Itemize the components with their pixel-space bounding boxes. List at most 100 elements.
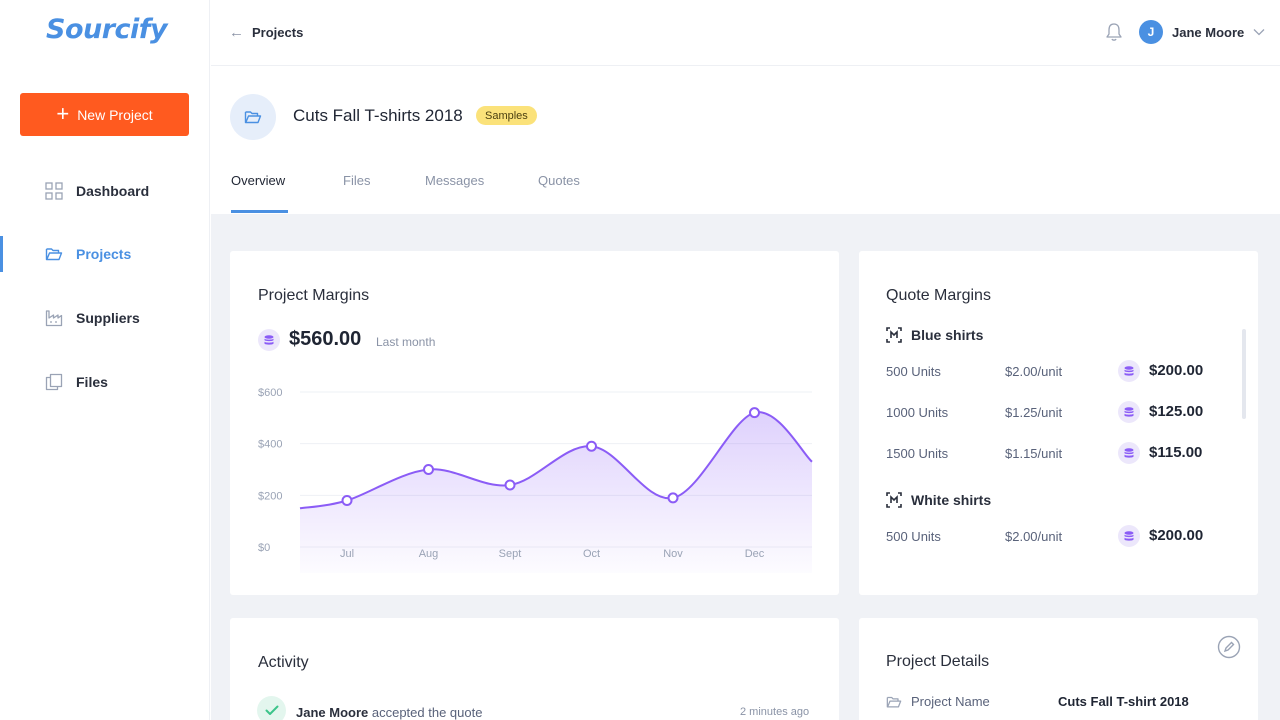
coin-icon xyxy=(258,329,280,351)
detail-value: Cuts Fall T-shirt 2018 xyxy=(1058,694,1189,709)
y-tick-label: $400 xyxy=(258,439,282,451)
project-details-card: Project Details Project Name Cuts Fall T… xyxy=(859,618,1258,720)
quote-units: 1500 Units xyxy=(886,446,949,461)
coin-icon xyxy=(1118,360,1140,382)
sidebar-item-suppliers[interactable]: Suppliers xyxy=(0,300,209,336)
card-title: Project Details xyxy=(886,653,990,670)
tab-overview[interactable]: Overview xyxy=(231,173,286,188)
coin-icon xyxy=(1118,525,1140,547)
top-bar: ← Projects J Jane Moore xyxy=(211,0,1280,66)
edit-icon[interactable] xyxy=(1217,635,1241,659)
quote-units: 1000 Units xyxy=(886,405,949,420)
data-point xyxy=(667,492,679,504)
quote-total: $200.00 xyxy=(1149,527,1204,544)
card-title: Activity xyxy=(258,654,309,671)
project-icon xyxy=(230,94,276,140)
breadcrumb-label: Projects xyxy=(252,25,304,40)
folder-icon xyxy=(244,111,262,124)
sidebar-item-label: Projects xyxy=(76,246,132,262)
series-line xyxy=(299,411,813,510)
activity-actor: Jane Moore xyxy=(296,705,369,720)
factory-icon xyxy=(45,310,63,327)
sidebar-item-projects[interactable]: Projects xyxy=(0,236,209,272)
detail-label: Project Name xyxy=(911,694,990,709)
quote-total: $115.00 xyxy=(1149,444,1203,461)
folder-icon xyxy=(45,248,63,261)
sidebar-item-label: Files xyxy=(76,374,108,390)
folder-icon xyxy=(886,696,902,708)
activity-text: Jane Moore accepted the quote xyxy=(296,705,482,720)
series-area xyxy=(300,412,812,573)
bell-icon[interactable] xyxy=(1105,22,1123,42)
sidebar-item-dashboard[interactable]: Dashboard xyxy=(0,173,209,209)
margin-amount: $560.00 xyxy=(289,328,362,350)
quote-price: $2.00/unit xyxy=(1005,364,1063,379)
active-tab-indicator xyxy=(231,210,288,213)
new-project-button[interactable]: + New Project xyxy=(20,93,189,136)
x-tick-label: Dec xyxy=(745,548,765,560)
user-menu[interactable]: J Jane Moore xyxy=(1139,20,1265,44)
arrow-left-icon: ← xyxy=(229,24,244,41)
data-point xyxy=(749,407,760,419)
scrollbar[interactable] xyxy=(1242,329,1246,419)
data-point xyxy=(423,464,434,475)
data-point xyxy=(504,479,516,491)
avatar: J xyxy=(1139,20,1163,44)
quote-row: 1000 Units $1.25/unit $125.00 xyxy=(886,400,1226,426)
sourcify-logo[interactable]: Sourcify xyxy=(46,14,168,45)
quote-row: 500 Units $2.00/unit $200.00 xyxy=(886,524,1226,550)
activity-action: accepted the quote xyxy=(368,705,483,720)
quote-units: 500 Units xyxy=(886,529,941,544)
margin-period: Last month xyxy=(376,335,436,349)
quote-price: $1.25/unit xyxy=(1005,405,1063,420)
quote-price: $2.00/unit xyxy=(1005,529,1063,544)
coin-icon xyxy=(1118,442,1140,464)
quote-group-label: White shirts xyxy=(911,492,992,508)
quote-row: 1500 Units $1.15/unit $115.00 xyxy=(886,441,1226,467)
project-header: Cuts Fall T-shirts 2018 Samples Overview… xyxy=(211,67,1280,214)
quote-row: 500 Units $2.00/unit $200.00 xyxy=(886,359,1226,385)
status-badge: Samples xyxy=(476,106,537,125)
check-icon xyxy=(257,696,286,720)
quote-units: 500 Units xyxy=(886,364,941,379)
user-name: Jane Moore xyxy=(1172,24,1245,40)
activity-card: Activity Jane Moore accepted the quote 2… xyxy=(230,618,839,720)
x-tick-label: Nov xyxy=(663,548,683,560)
margins-chart: $600 $400 $200 $0 Jul Aug Sept Oct Nov Dec xyxy=(258,387,813,573)
x-tick-label: Aug xyxy=(419,548,439,560)
new-project-label: New Project xyxy=(77,106,153,123)
data-point xyxy=(341,495,353,506)
quote-group-white-shirts: White shirts xyxy=(886,492,991,508)
data-point xyxy=(586,440,597,452)
shirt-icon xyxy=(886,327,902,343)
files-icon xyxy=(45,373,63,391)
chevron-down-icon xyxy=(1253,29,1265,36)
x-tick-label: Sept xyxy=(499,548,522,560)
quote-price: $1.15/unit xyxy=(1005,446,1063,461)
tab-messages[interactable]: Messages xyxy=(425,173,485,188)
x-tick-label: Jul xyxy=(340,548,354,560)
grid-icon xyxy=(45,182,63,200)
quote-total: $125.00 xyxy=(1149,403,1204,420)
y-tick-label: $600 xyxy=(258,387,282,399)
coin-icon xyxy=(1118,401,1140,423)
content-area: Project Margins $560.00 Last month $600 $… xyxy=(211,214,1280,720)
shirt-icon xyxy=(886,492,902,508)
page-title: Cuts Fall T-shirts 2018 xyxy=(293,106,463,125)
quote-total: $200.00 xyxy=(1149,362,1204,379)
sidebar-item-label: Dashboard xyxy=(76,183,150,199)
quote-group-label: Blue shirts xyxy=(911,327,984,343)
y-tick-label: $200 xyxy=(258,490,282,502)
quote-margins-card: Quote Margins Blue shirts 500 Units $2.0… xyxy=(859,251,1258,595)
sidebar: Sourcify + New Project Dashboard Project… xyxy=(0,0,210,720)
plus-icon: + xyxy=(56,100,70,126)
x-tick-label: Oct xyxy=(583,548,600,560)
tab-files[interactable]: Files xyxy=(343,173,371,188)
breadcrumb[interactable]: ← Projects xyxy=(229,24,303,41)
project-margins-card: Project Margins $560.00 Last month $600 $… xyxy=(230,251,839,595)
sidebar-item-files[interactable]: Files xyxy=(0,364,209,400)
tab-quotes[interactable]: Quotes xyxy=(538,173,580,188)
sidebar-item-label: Suppliers xyxy=(76,310,140,326)
y-tick-label: $0 xyxy=(258,542,270,554)
activity-time: 2 minutes ago xyxy=(740,706,810,718)
